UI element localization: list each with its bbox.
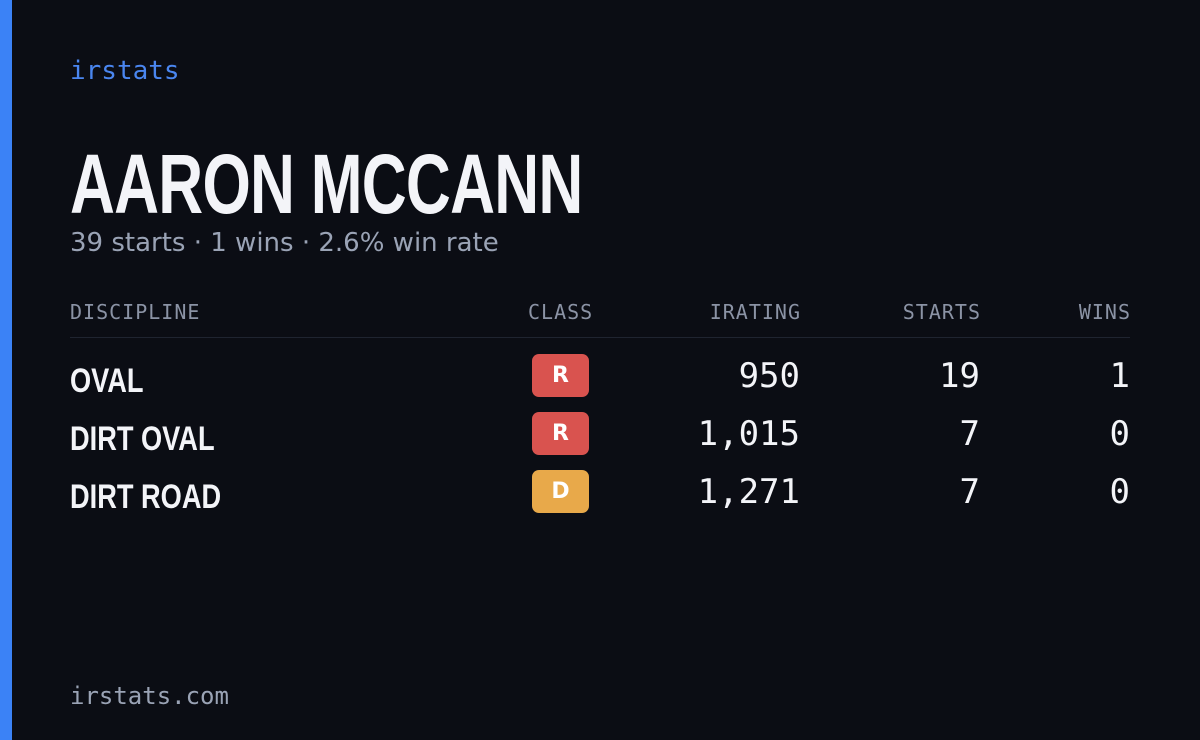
starts: 7 — [959, 472, 980, 512]
class-header: CLASS — [528, 300, 594, 324]
brand: irstats — [70, 56, 180, 86]
header-divider — [70, 337, 1130, 338]
footer-url: irstats.com — [70, 682, 229, 710]
accent-bar — [0, 0, 12, 740]
class-badge: R — [532, 354, 589, 397]
irating: 950 — [738, 356, 800, 396]
wins: 0 — [1109, 414, 1130, 454]
discipline-header: DISCIPLINE — [70, 300, 201, 324]
driver-name: AARON MCCANN — [70, 137, 583, 231]
starts: 7 — [959, 414, 980, 454]
driver-summary: 39 starts · 1 wins · 2.6% win rate — [70, 228, 499, 258]
discipline: DIRT ROAD — [70, 478, 222, 516]
discipline: DIRT OVAL — [70, 420, 215, 458]
irating: 1,271 — [697, 472, 800, 512]
class-badge: D — [532, 470, 589, 513]
wins: 0 — [1109, 472, 1130, 512]
irating: 1,015 — [697, 414, 800, 454]
discipline: OVAL — [70, 362, 144, 400]
wins-header: WINS — [1078, 300, 1131, 324]
class-badge: R — [532, 412, 589, 455]
irating-header: IRATING — [709, 300, 801, 324]
wins: 1 — [1109, 356, 1130, 396]
starts: 19 — [939, 356, 980, 396]
starts-header: STARTS — [902, 300, 981, 324]
